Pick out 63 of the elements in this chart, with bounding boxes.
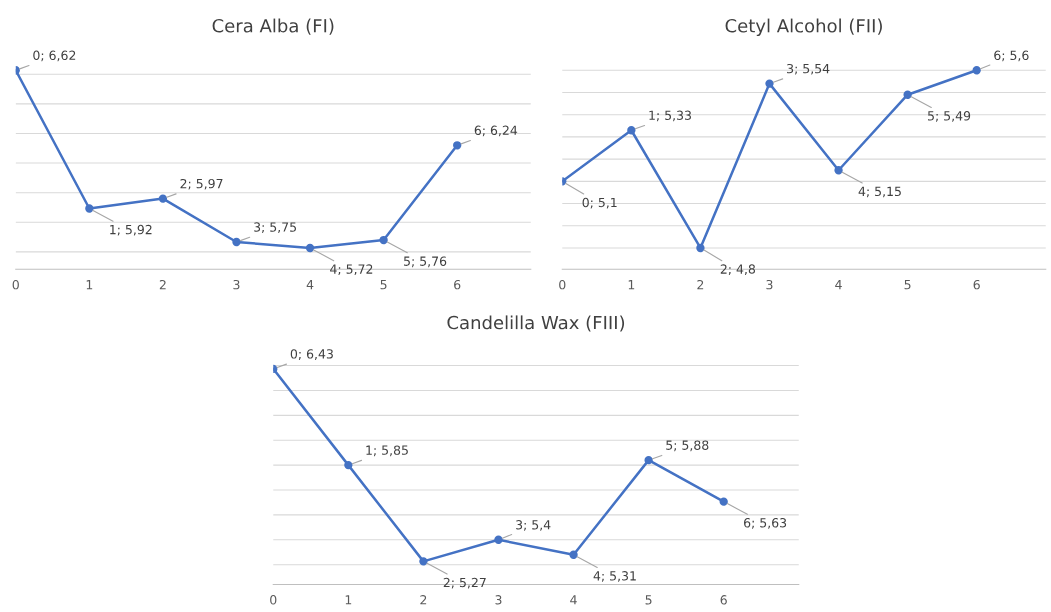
data-label: 6; 6,24	[474, 125, 518, 137]
data-label: 4; 5,72	[330, 264, 373, 276]
x-tick-label: 5	[645, 595, 652, 605]
x-tick-label: 0	[270, 595, 277, 605]
x-tick-label: 4	[835, 280, 842, 290]
point	[972, 66, 981, 75]
x-tick-label: 3	[766, 279, 773, 290]
data-label: 0; 5,1	[582, 197, 617, 209]
data-label: 1; 5,85	[366, 445, 408, 457]
x-tick-label: 6	[973, 279, 980, 290]
x-tick-label: 4	[306, 280, 314, 290]
data-label: 3; 5,4	[516, 520, 551, 531]
point	[232, 237, 241, 247]
data-label: 5; 5,49	[928, 111, 971, 122]
point	[85, 204, 94, 213]
data-label: 6; 5,6	[994, 50, 1029, 62]
data-label: 2; 5,27	[443, 577, 486, 589]
x-tick-label: 3	[233, 279, 240, 290]
x-tick-label: 0	[12, 279, 19, 290]
chart-title: Candelilla Wax (FIII)	[447, 315, 625, 332]
point	[765, 79, 774, 88]
x-tick-label: 0	[559, 279, 566, 290]
x-tick-label: 2	[159, 279, 166, 290]
point	[696, 243, 705, 253]
point	[644, 455, 653, 465]
data-label: 2; 5,97	[180, 178, 223, 190]
x-tick-label: 5	[904, 280, 911, 290]
point	[419, 557, 428, 566]
x-tick-label: 3	[495, 595, 502, 605]
x-tick-label: 1	[86, 280, 93, 290]
data-label: 5; 5,76	[404, 256, 447, 268]
data-label: 5; 5,88	[666, 440, 709, 452]
chart-title: Cetyl Alcohol (FII)	[725, 18, 882, 37]
point	[569, 550, 578, 559]
x-tick-label: 2	[420, 595, 427, 605]
data-label: 3; 5,54	[787, 63, 830, 75]
data-label: 1; 5,92	[110, 224, 152, 236]
point	[379, 235, 388, 245]
data-label: 1; 5,33	[649, 110, 691, 122]
x-tick-label: 6	[454, 279, 461, 290]
point	[903, 90, 912, 99]
x-tick-label: 4	[570, 595, 577, 605]
point	[494, 535, 503, 544]
x-tick-label: 1	[628, 280, 635, 290]
point	[158, 194, 168, 203]
data-label: 6; 5,63	[744, 518, 787, 529]
data-label: 3; 5,75	[254, 222, 297, 234]
data-label: 2; 4,8	[720, 264, 756, 276]
x-tick-label: 5	[380, 280, 387, 290]
data-label: 0; 6,43	[290, 349, 333, 360]
data-label: 4; 5,15	[858, 186, 901, 198]
data-label: 4; 5,31	[593, 571, 636, 582]
x-tick-label: 6	[720, 595, 727, 605]
point	[453, 141, 462, 150]
point	[627, 126, 636, 135]
point	[834, 166, 843, 175]
point	[344, 460, 353, 470]
chart-title: Cera Alba (FI)	[212, 18, 334, 35]
x-tick-label: 2	[697, 279, 704, 290]
data-label: 0; 6,62	[33, 50, 76, 62]
x-tick-label: 1	[345, 595, 352, 605]
point	[719, 497, 728, 506]
point	[305, 243, 315, 253]
